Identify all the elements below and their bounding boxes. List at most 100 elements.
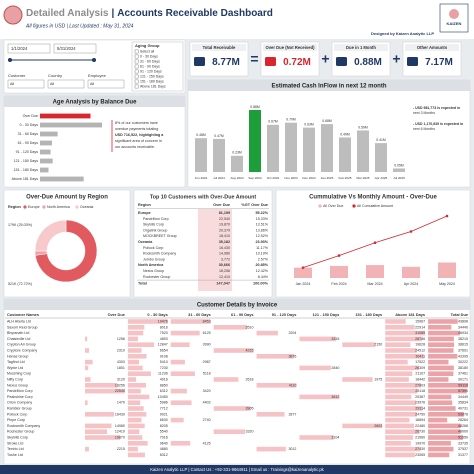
legend-label: North America [47, 205, 70, 209]
data-bar [428, 429, 461, 434]
column-header: %GT Over Due [241, 203, 268, 207]
kpi-value: 7.17M [425, 57, 453, 68]
customer-name: Nexus Group [7, 383, 28, 387]
header [0, 0, 474, 39]
note-line: overdue payments totaling [115, 127, 158, 131]
slider-handle[interactable] [92, 58, 96, 62]
cell: 3510 [246, 325, 254, 329]
cell: MOCKBREET Group [143, 234, 177, 238]
cell: 2740 [203, 418, 211, 422]
data-bar [85, 446, 89, 452]
y-tick-label: 0 - 30 Days [20, 123, 39, 127]
cell: 34449 [458, 395, 468, 399]
data-bar [127, 446, 138, 452]
bar [321, 124, 333, 172]
aging-option: Select all [140, 49, 154, 53]
checkbox[interactable] [134, 84, 139, 89]
data-bar [385, 325, 415, 330]
data-bar [85, 359, 93, 365]
data-bar [385, 365, 419, 371]
data-bar [170, 417, 184, 423]
customer-name: Chaiseville Ltd [7, 337, 30, 341]
dropdown-value: All [50, 82, 54, 86]
kpi-icon [407, 57, 418, 66]
group-pct: 55.22% [255, 211, 268, 215]
customer-name: Nifty Corp [7, 377, 23, 381]
data-bar [170, 371, 195, 376]
cell: 30222 [458, 360, 468, 364]
data-bar [385, 377, 409, 382]
data-bar [428, 377, 449, 382]
dropdown[interactable] [7, 79, 45, 89]
date-input[interactable] [7, 43, 51, 54]
customer-name: Ramblor Group [7, 406, 32, 410]
customer-name: Rocksmith Company [7, 424, 40, 428]
column-header: Above 181 Days [395, 312, 425, 317]
checkbox[interactable] [134, 69, 139, 74]
bar [40, 131, 58, 137]
value-label: 0.49M [340, 132, 350, 136]
checkbox[interactable] [134, 64, 139, 69]
customer-name: Rochester Group [7, 430, 34, 434]
kpi-label-bg [263, 44, 317, 51]
cell: 17522 [415, 360, 425, 364]
cell: 8.44% [258, 275, 269, 279]
bar [393, 168, 405, 172]
cell: 21107 [415, 372, 425, 376]
data-bar [170, 359, 185, 365]
cell: 3990 [203, 343, 211, 347]
x-tick-label: Feb 2025 [338, 176, 351, 180]
data-bar [385, 319, 406, 324]
bar [40, 113, 91, 119]
data-bar [428, 423, 461, 429]
customer-name: Peakshine Corp [7, 395, 33, 399]
checkbox[interactable] [134, 74, 139, 79]
customer-name: Tagfind Ltd [7, 360, 25, 364]
checkbox[interactable] [134, 59, 139, 64]
data-bar [85, 383, 118, 388]
customer-name: Bhyranath Ltd [7, 331, 29, 335]
data-bar [127, 435, 143, 440]
data-bar [342, 377, 373, 382]
cell: 22540 [115, 389, 125, 393]
cell: 28264 [458, 418, 468, 422]
dropdown[interactable] [87, 79, 125, 89]
cell: 20387 [415, 395, 425, 399]
cell: 8312 [160, 453, 168, 457]
slider-handle[interactable] [8, 58, 12, 62]
checkbox[interactable] [134, 79, 139, 84]
data-bar [127, 336, 138, 342]
subtitle: All figures in USD | Last Updated : May … [25, 23, 134, 29]
legend-swatch [23, 205, 27, 209]
value-label: 0.88M [250, 105, 260, 109]
data-bar [385, 435, 413, 440]
credit: Designed by Kaizen Analytic LLP [371, 31, 434, 36]
checkbox[interactable] [134, 49, 139, 54]
cell: 9021 [160, 412, 168, 416]
bar [330, 265, 348, 278]
cell: 8205 [160, 424, 168, 428]
data-bar [385, 342, 411, 347]
note-line: significant area of concern in [115, 139, 162, 143]
data-bar [428, 354, 458, 359]
cell: 7016 [160, 435, 168, 439]
legend-swatch [42, 205, 46, 209]
kpi-icon [265, 57, 276, 66]
dropdown[interactable] [47, 79, 85, 89]
cell: 2618 [246, 377, 254, 381]
cell: 3905 [246, 406, 254, 410]
x-tick-label: Apr 2025 [375, 176, 388, 180]
bar [339, 137, 351, 172]
date-value: 5/31/2024 [57, 46, 76, 51]
date-input[interactable] [53, 43, 97, 54]
data-bar [342, 342, 376, 347]
x-tick-label: Jan 2024 [296, 282, 311, 286]
data-bar [428, 417, 448, 423]
checkbox[interactable] [134, 54, 139, 59]
data-bar [428, 446, 454, 452]
legend-swatch [352, 204, 356, 208]
data-bar [213, 348, 254, 353]
cell: 3420 [203, 389, 211, 393]
aging-title: Aging Group [135, 43, 160, 48]
cell: 7712 [160, 406, 168, 410]
